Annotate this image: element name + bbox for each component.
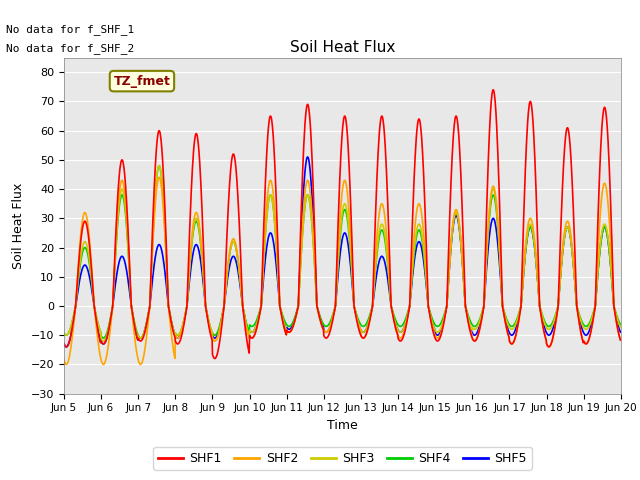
SHF1 bbox=[184, 281, 191, 287]
Line: SHF5: SHF5 bbox=[64, 157, 620, 347]
SHF4 bbox=[429, 318, 437, 324]
SHF5 bbox=[304, 154, 312, 160]
SHF5 bbox=[246, 328, 254, 334]
SHF4 bbox=[185, 281, 193, 287]
SHF5 bbox=[502, 319, 510, 325]
Y-axis label: Soil Heat Flux: Soil Heat Flux bbox=[12, 182, 25, 269]
SHF1 bbox=[502, 323, 510, 328]
SHF2 bbox=[171, 356, 179, 361]
SHF4 bbox=[616, 322, 624, 327]
SHF4 bbox=[100, 335, 108, 341]
SHF5 bbox=[171, 331, 179, 336]
SHF2 bbox=[616, 337, 624, 343]
SHF5 bbox=[429, 323, 437, 329]
SHF3 bbox=[60, 330, 68, 336]
SHF3 bbox=[247, 329, 255, 335]
SHF4 bbox=[502, 314, 510, 320]
SHF3 bbox=[185, 280, 193, 286]
SHF4 bbox=[551, 313, 559, 319]
SHF2 bbox=[156, 175, 163, 180]
SHF4 bbox=[247, 323, 255, 329]
SHF2 bbox=[247, 335, 255, 340]
SHF2 bbox=[551, 324, 559, 329]
Line: SHF1: SHF1 bbox=[64, 90, 620, 359]
SHF1 bbox=[60, 341, 68, 347]
Legend: SHF1, SHF2, SHF3, SHF4, SHF5: SHF1, SHF2, SHF3, SHF4, SHF5 bbox=[153, 447, 532, 470]
SHF3 bbox=[551, 315, 559, 321]
SHF1 bbox=[429, 328, 436, 334]
SHF3 bbox=[616, 324, 624, 330]
SHF1 bbox=[616, 337, 624, 343]
SHF2 bbox=[502, 323, 510, 328]
SHF2 bbox=[60, 357, 68, 363]
Line: SHF2: SHF2 bbox=[64, 178, 620, 364]
SHF1 bbox=[211, 356, 219, 361]
SHF4 bbox=[171, 332, 179, 337]
Text: No data for f_SHF_2: No data for f_SHF_2 bbox=[6, 43, 134, 54]
Text: No data for f_SHF_1: No data for f_SHF_1 bbox=[6, 24, 134, 35]
SHF5 bbox=[551, 318, 559, 324]
SHF5 bbox=[616, 329, 624, 335]
Title: Soil Heat Flux: Soil Heat Flux bbox=[290, 40, 395, 55]
SHF4 bbox=[60, 330, 68, 336]
SHF2 bbox=[429, 327, 437, 333]
Line: SHF3: SHF3 bbox=[64, 166, 620, 341]
SHF1 bbox=[246, 334, 254, 340]
SHF3 bbox=[156, 163, 163, 168]
SHF2 bbox=[185, 279, 193, 285]
X-axis label: Time: Time bbox=[327, 419, 358, 432]
SHF3 bbox=[502, 316, 510, 322]
SHF1 bbox=[490, 87, 497, 93]
SHF1 bbox=[551, 324, 559, 329]
SHF1 bbox=[170, 332, 178, 338]
SHF5 bbox=[184, 291, 192, 297]
Text: TZ_fmet: TZ_fmet bbox=[113, 74, 170, 88]
SHF5 bbox=[63, 344, 70, 350]
SHF2 bbox=[63, 361, 70, 367]
SHF3 bbox=[100, 338, 108, 344]
SHF3 bbox=[429, 323, 437, 329]
Line: SHF4: SHF4 bbox=[64, 166, 620, 338]
SHF3 bbox=[171, 332, 179, 337]
SHF5 bbox=[60, 341, 68, 347]
SHF4 bbox=[156, 163, 163, 168]
